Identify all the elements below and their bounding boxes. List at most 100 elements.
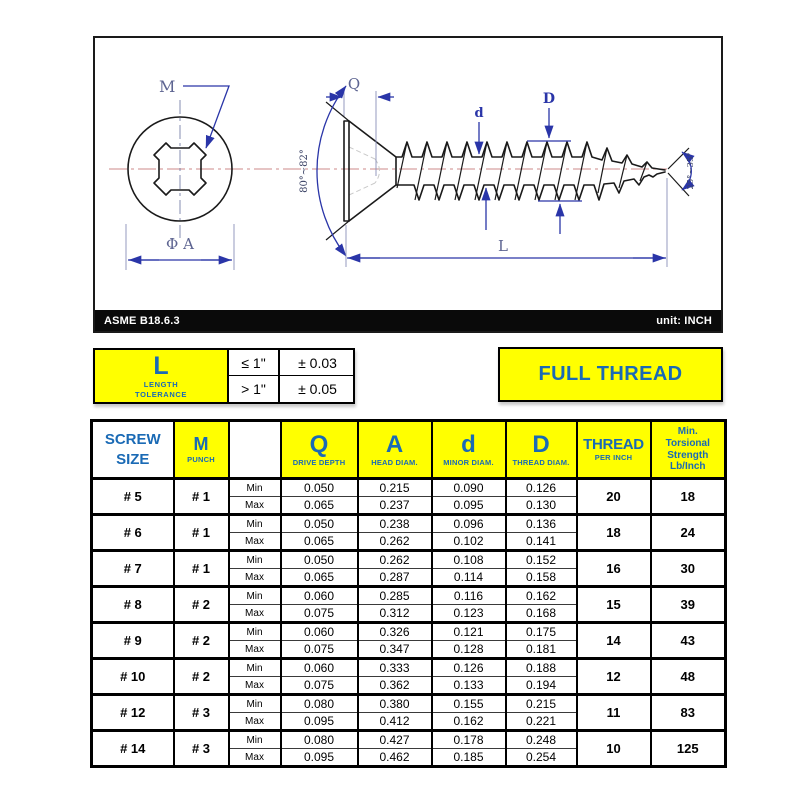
max-label: Max bbox=[227, 604, 282, 623]
min-label: Min bbox=[227, 621, 282, 641]
max-value-cell: 0.133 bbox=[430, 676, 507, 695]
max-value-cell: 0.075 bbox=[279, 676, 359, 695]
strength-cell: 48 bbox=[649, 657, 727, 695]
head-angle-label: 80°~82° bbox=[299, 149, 310, 193]
min-label: Min bbox=[227, 585, 282, 605]
screw-drawing: M Φ A bbox=[109, 75, 696, 270]
max-value-cell: 0.141 bbox=[504, 532, 578, 551]
head-angle-tick-bottom bbox=[325, 220, 350, 241]
min-label: Min bbox=[227, 477, 282, 497]
tpi-cell: 10 bbox=[575, 729, 652, 767]
max-value-cell: 0.095 bbox=[430, 496, 507, 515]
tolerance-label-line1: LENGTH bbox=[143, 380, 179, 389]
tpi-cell: 12 bbox=[575, 657, 652, 695]
punch-cell: # 1 bbox=[172, 513, 230, 551]
thread-flank-lines bbox=[396, 141, 648, 201]
head-outline-circle bbox=[127, 116, 233, 222]
head-angle-tick-top bbox=[325, 101, 350, 122]
min-value-cell: 0.050 bbox=[279, 549, 359, 569]
tolerance-value-2: ± 0.05 bbox=[298, 381, 337, 397]
header-strength: Min. Torsional Strength Lb/Inch bbox=[649, 420, 727, 480]
header-a-sub: HEAD DIAM. bbox=[371, 458, 418, 468]
header-q: Q DRIVE DEPTH bbox=[279, 420, 359, 480]
tolerance-condition-1: ≤ 1" bbox=[229, 350, 280, 376]
spec-row-min: # 7 # 1 Min 0.050 0.262 0.108 0.152 16 30 bbox=[90, 549, 727, 587]
size-cell: # 10 bbox=[90, 657, 175, 695]
strength-cell: 30 bbox=[649, 549, 727, 587]
dim-label-d: d bbox=[474, 106, 483, 121]
spec-row-max: Max 0.065 0.262 0.102 0.141 bbox=[92, 532, 726, 551]
max-label: Max bbox=[227, 568, 282, 587]
min-value-cell: 0.178 bbox=[430, 729, 507, 749]
header-screw-size-line2: SIZE bbox=[116, 450, 150, 468]
spec-row-min: # 8 # 2 Min 0.060 0.285 0.116 0.162 15 39 bbox=[90, 585, 727, 623]
min-value-cell: 0.248 bbox=[504, 729, 578, 749]
m-leader-line bbox=[183, 85, 230, 149]
standard-name: ASME B18.6.3 bbox=[104, 314, 180, 327]
min-value-cell: 0.080 bbox=[279, 729, 359, 749]
max-value-cell: 0.065 bbox=[279, 568, 359, 587]
side-view: Q 80°~82° d D 25°~35 bbox=[299, 75, 696, 267]
min-value-cell: 0.162 bbox=[504, 585, 578, 605]
max-value-cell: 0.102 bbox=[430, 532, 507, 551]
strength-cell: 18 bbox=[649, 477, 727, 515]
min-value-cell: 0.096 bbox=[430, 513, 507, 533]
min-value-cell: 0.060 bbox=[279, 585, 359, 605]
dim-label-dd: D bbox=[543, 91, 555, 107]
min-value-cell: 0.175 bbox=[504, 621, 578, 641]
spec-row-max: Max 0.075 0.312 0.123 0.168 bbox=[92, 604, 726, 623]
dim-label-m: M bbox=[159, 77, 175, 96]
punch-cell: # 3 bbox=[172, 729, 230, 767]
unit-label: unit: INCH bbox=[656, 314, 712, 327]
min-value-cell: 0.333 bbox=[356, 657, 433, 677]
max-value-cell: 0.168 bbox=[504, 604, 578, 623]
spec-row-min: # 10 # 2 Min 0.060 0.333 0.126 0.188 12 48 bbox=[90, 657, 727, 695]
punch-cell: # 1 bbox=[172, 549, 230, 587]
size-cell: # 12 bbox=[90, 693, 175, 731]
max-value-cell: 0.065 bbox=[279, 496, 359, 515]
spec-row-min: # 14 # 3 Min 0.080 0.427 0.178 0.248 10 125 bbox=[90, 729, 727, 767]
min-value-cell: 0.215 bbox=[504, 693, 578, 713]
tip-angle-label: 25°~35° bbox=[686, 152, 696, 189]
max-value-cell: 0.181 bbox=[504, 640, 578, 659]
header-strength-line3: Strength bbox=[667, 449, 709, 461]
size-cell: # 8 bbox=[90, 585, 175, 623]
min-value-cell: 0.116 bbox=[430, 585, 507, 605]
countersunk-head bbox=[343, 120, 397, 222]
header-dd-sub: THREAD DIAM. bbox=[512, 458, 570, 468]
min-value-cell: 0.188 bbox=[504, 657, 578, 677]
max-value-cell: 0.075 bbox=[279, 640, 359, 659]
punch-cell: # 1 bbox=[172, 477, 230, 515]
max-label: Max bbox=[227, 676, 282, 695]
header-thread-sub: PER INCH bbox=[594, 453, 633, 463]
max-label: Max bbox=[227, 532, 282, 551]
tolerance-condition-2: > 1" bbox=[229, 376, 280, 402]
strength-cell: 24 bbox=[649, 513, 727, 551]
dim-label-q: Q bbox=[348, 75, 360, 93]
spec-row-max: Max 0.095 0.412 0.162 0.221 bbox=[92, 712, 726, 731]
tpi-cell: 18 bbox=[575, 513, 652, 551]
header-q-sub: DRIVE DEPTH bbox=[292, 458, 346, 468]
punch-cell: # 3 bbox=[172, 693, 230, 731]
header-a-symbol: A bbox=[385, 430, 404, 458]
spec-table: SCREW SIZE M PUNCH Q DRIVE DEPTH A HEAD … bbox=[90, 419, 727, 768]
max-value-cell: 0.158 bbox=[504, 568, 578, 587]
top-view: M Φ A bbox=[125, 77, 235, 270]
min-value-cell: 0.427 bbox=[356, 729, 433, 749]
tpi-cell: 16 bbox=[575, 549, 652, 587]
min-value-cell: 0.060 bbox=[279, 657, 359, 677]
min-value-cell: 0.262 bbox=[356, 549, 433, 569]
header-a: A HEAD DIAM. bbox=[356, 420, 433, 480]
min-value-cell: 0.126 bbox=[430, 657, 507, 677]
max-value-cell: 0.095 bbox=[279, 748, 359, 767]
header-strength-line1: Min. bbox=[677, 425, 698, 437]
thread-profile-top bbox=[395, 141, 666, 171]
tip-angle-line-bottom bbox=[667, 172, 690, 197]
drawing-frame: M Φ A bbox=[93, 36, 723, 333]
min-value-cell: 0.238 bbox=[356, 513, 433, 533]
min-label: Min bbox=[227, 729, 282, 749]
tpi-cell: 14 bbox=[575, 621, 652, 659]
max-value-cell: 0.130 bbox=[504, 496, 578, 515]
size-cell: # 7 bbox=[90, 549, 175, 587]
header-d-sub: MINOR DIAM. bbox=[443, 458, 494, 468]
